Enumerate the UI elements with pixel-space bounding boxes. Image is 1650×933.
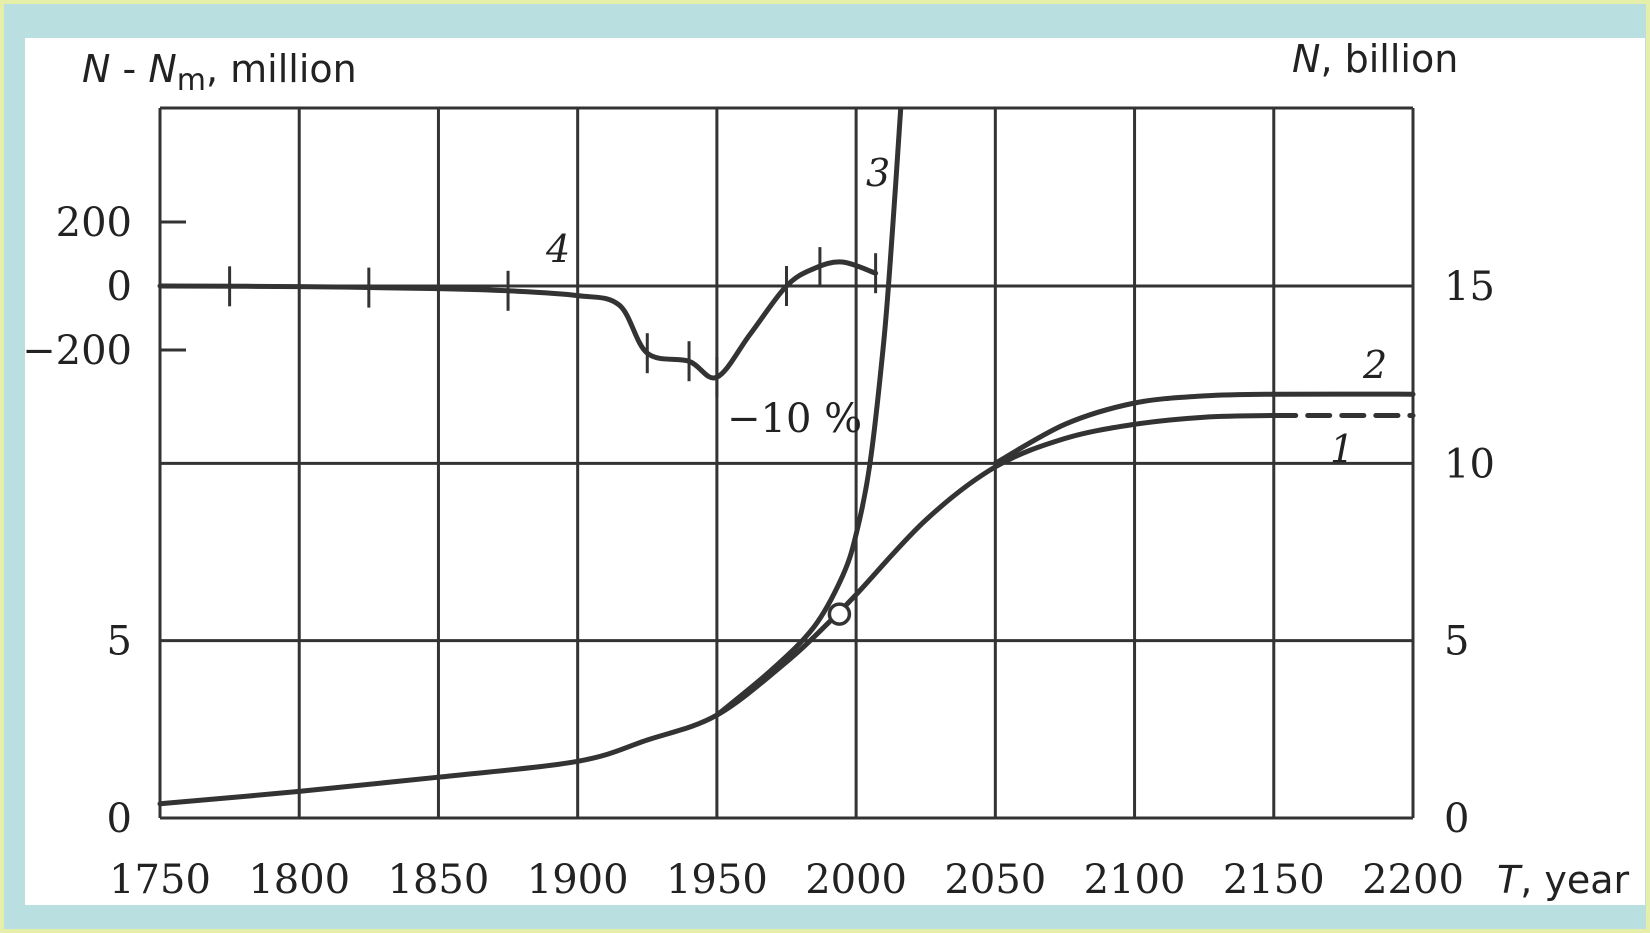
left-axis-sep: - bbox=[110, 47, 148, 91]
annotation-minus-10-percent: −10 % bbox=[727, 396, 862, 442]
x-axis-symbol: T bbox=[1497, 858, 1523, 902]
right-tick-label-0: 0 bbox=[1444, 796, 1469, 842]
left-axis-title: N - Nm, million bbox=[82, 47, 357, 98]
right-axis-unit: , billion bbox=[1320, 37, 1458, 81]
x-tick-label-2150: 2150 bbox=[1223, 857, 1325, 903]
x-tick-label-1850: 1850 bbox=[388, 857, 490, 903]
series-tick-marks bbox=[228, 247, 878, 398]
series-1-line bbox=[157, 413, 1277, 807]
x-axis-title: T, year bbox=[1497, 858, 1630, 902]
x-tick-label-2050: 2050 bbox=[944, 857, 1046, 903]
right-axis-symbol: N bbox=[1292, 37, 1320, 81]
x-tick-label-2000: 2000 bbox=[805, 857, 907, 903]
x-tick-label-2100: 2100 bbox=[1084, 857, 1186, 903]
series-label-2: 2 bbox=[1362, 343, 1387, 387]
left-tick-label-−200: −200 bbox=[22, 328, 132, 374]
right-axis-title: N, billion bbox=[1292, 37, 1458, 81]
right-tick-label-5: 5 bbox=[1444, 619, 1469, 665]
series-label-1: 1 bbox=[1330, 427, 1354, 471]
left-axis-symbol2: N bbox=[148, 47, 176, 91]
left-axis-symbol: N bbox=[82, 47, 110, 91]
axis-ticks: 1750 1800 1850 1900 1950 2000 2050 2100 2150 2200… bbox=[22, 200, 1495, 903]
left-lower-tick-label-0: 0 bbox=[107, 796, 132, 842]
chart-panel bbox=[25, 38, 1645, 905]
left-axis-subscript: m bbox=[177, 63, 206, 98]
left-lower-tick-label-5: 5 bbox=[107, 619, 132, 665]
series-2-line bbox=[992, 391, 1416, 466]
right-tick-label-15: 15 bbox=[1444, 264, 1495, 310]
series-label-4: 4 bbox=[545, 227, 570, 271]
left-tick-label-200: 200 bbox=[56, 200, 132, 246]
series-3-line bbox=[714, 108, 904, 718]
left-tick-label-0: 0 bbox=[107, 264, 132, 310]
x-tick-label-1800: 1800 bbox=[248, 857, 350, 903]
x-axis-unit: , year bbox=[1520, 858, 1629, 902]
x-tick-label-2200: 2200 bbox=[1362, 857, 1464, 903]
x-tick-label-1750: 1750 bbox=[109, 857, 211, 903]
left-axis-unit: , million bbox=[206, 47, 357, 91]
right-tick-label-10: 10 bbox=[1444, 441, 1495, 487]
x-tick-label-1900: 1900 bbox=[527, 857, 629, 903]
series-label-3: 3 bbox=[866, 151, 890, 195]
x-tick-label-1950: 1950 bbox=[666, 857, 768, 903]
open-circle-marker bbox=[827, 602, 852, 626]
